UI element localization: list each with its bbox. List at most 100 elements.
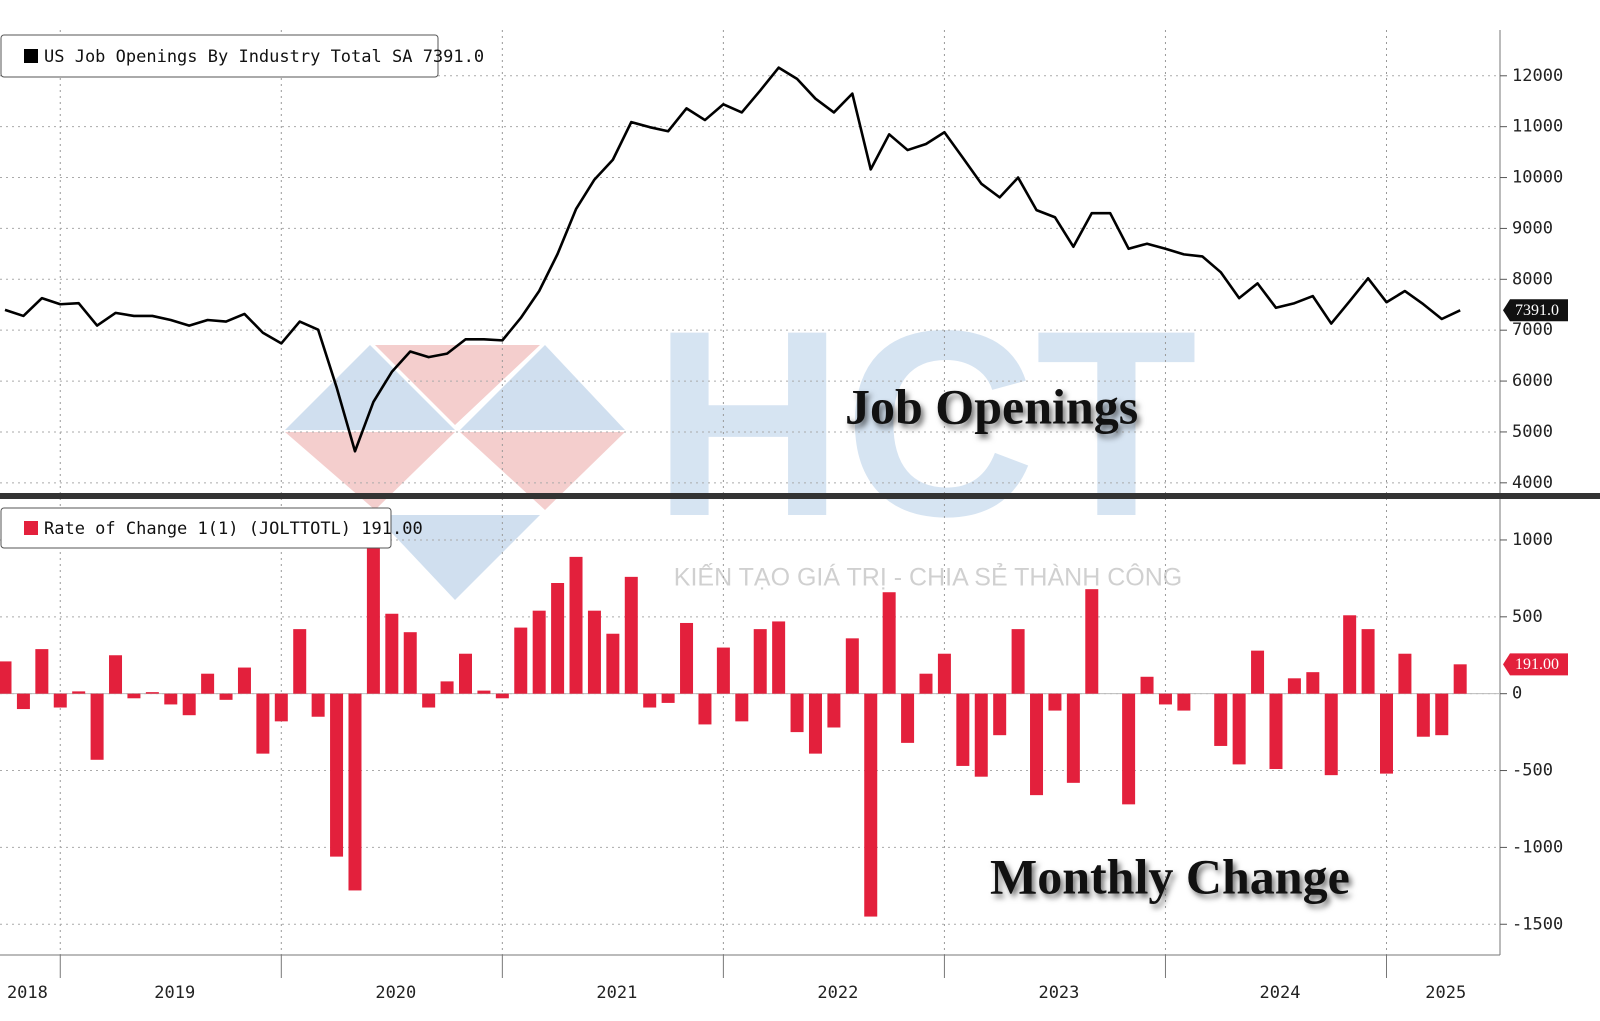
- x-tick-label: 2025: [1425, 983, 1466, 1003]
- bar: [1122, 693, 1136, 805]
- bar: [624, 576, 638, 694]
- bar: [1177, 693, 1191, 711]
- line: [4, 66, 1461, 453]
- bar: [698, 693, 712, 725]
- bar: [1140, 676, 1154, 694]
- bar: [772, 621, 786, 694]
- x-tick-label: 2019: [154, 983, 195, 1003]
- bar: [1435, 693, 1449, 736]
- bar: [808, 693, 822, 754]
- y-tick-label: 500: [1512, 607, 1543, 627]
- bar: [90, 693, 104, 760]
- bar: [440, 681, 454, 694]
- watermark-logo: HCT: [653, 276, 1198, 572]
- bar: [864, 693, 878, 917]
- bar: [182, 693, 196, 716]
- bar: [459, 653, 472, 694]
- watermark: HCT: [285, 276, 1197, 600]
- logo-shape: [285, 432, 455, 510]
- bar: [1343, 615, 1357, 694]
- y-tick-label: 8000: [1512, 269, 1553, 289]
- legend-box: [0, 507, 392, 549]
- y-tick-label: 9000: [1512, 218, 1553, 238]
- bar: [422, 693, 436, 708]
- bar: [237, 667, 251, 694]
- bar: [219, 693, 233, 700]
- bar: [827, 693, 841, 728]
- y-tick-label: -1000: [1512, 837, 1563, 857]
- x-tick-label: 2020: [375, 983, 416, 1003]
- bar: [0, 661, 12, 694]
- y-tick-label: 7000: [1512, 320, 1553, 340]
- bar: [716, 647, 730, 694]
- logo-shape: [285, 345, 455, 430]
- bar: [735, 693, 749, 722]
- bar: [1066, 693, 1080, 783]
- bar: [495, 693, 509, 699]
- bar: [1306, 672, 1320, 694]
- bar: [403, 632, 417, 694]
- bar: [35, 649, 49, 694]
- bar: [606, 633, 620, 694]
- panel-divider: [0, 493, 1600, 499]
- logo-shape: [460, 432, 625, 510]
- legend-box: [0, 34, 439, 78]
- bar: [1251, 650, 1265, 694]
- x-tick-label: 2018: [7, 983, 48, 1003]
- logo-shape: [375, 345, 540, 425]
- x-tick-label: 2023: [1038, 983, 1079, 1003]
- bar: [882, 592, 896, 694]
- x-tick-label: 2021: [596, 983, 637, 1003]
- bar: [385, 613, 399, 694]
- bar: [551, 583, 565, 694]
- bar: [974, 693, 988, 777]
- bar: [348, 693, 362, 891]
- bar: [790, 693, 804, 733]
- bar: [330, 693, 344, 857]
- value-tag: [1503, 653, 1568, 676]
- y-tick-label: 11000: [1512, 117, 1563, 137]
- y-tick-label: 12000: [1512, 66, 1563, 86]
- bar: [1030, 693, 1044, 796]
- bar: [993, 693, 1007, 736]
- bar: [1214, 693, 1228, 746]
- bar: [661, 693, 675, 703]
- legend-label: US Job Openings By Industry Total SA 739…: [44, 47, 484, 67]
- legend-label: Rate of Change 1(1) (JOLTTOTL) 191.00: [44, 519, 423, 539]
- bar: [53, 693, 67, 708]
- bar: [1453, 664, 1467, 694]
- legend-marker: [24, 521, 38, 535]
- bar: [1269, 693, 1283, 770]
- y-tick-label: 1000: [1512, 530, 1553, 550]
- bar: [256, 693, 270, 754]
- bar: [643, 693, 657, 708]
- bar: [127, 693, 141, 699]
- bar: [1048, 693, 1062, 711]
- bar: [201, 673, 215, 694]
- bar: [72, 691, 86, 694]
- bar: [937, 653, 951, 694]
- y-tick-label: 5000: [1512, 422, 1553, 442]
- bar: [145, 692, 159, 694]
- bar: [16, 693, 30, 710]
- bar: [901, 693, 915, 743]
- bar: [477, 690, 491, 694]
- y-tick-label: -1500: [1512, 914, 1563, 934]
- bar: [1324, 693, 1338, 776]
- bar: [1011, 629, 1025, 694]
- bar: [1232, 693, 1246, 765]
- y-tick-label: 6000: [1512, 371, 1553, 391]
- value-tag-label: 7391.0: [1515, 302, 1559, 319]
- bar: [1085, 589, 1099, 694]
- bar: [293, 629, 307, 694]
- bar: [514, 627, 528, 694]
- bar: [919, 673, 933, 694]
- y-tick-label: 0: [1512, 684, 1522, 704]
- bar: [109, 655, 123, 694]
- logo-shape: [460, 345, 625, 430]
- bar: [1287, 678, 1301, 694]
- x-tick-label: 2022: [817, 983, 858, 1003]
- bar: [1398, 653, 1412, 694]
- x-tick-label: 2024: [1260, 983, 1301, 1003]
